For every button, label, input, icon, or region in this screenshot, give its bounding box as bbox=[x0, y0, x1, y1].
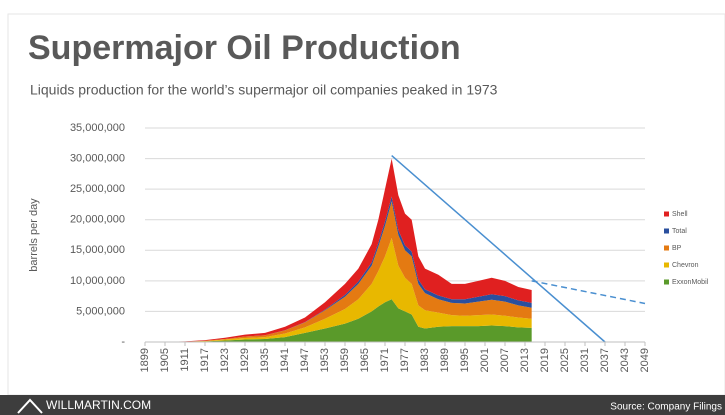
legend-swatch bbox=[664, 279, 669, 285]
area bbox=[145, 299, 532, 342]
y-tick-label: 20,000,000 bbox=[70, 214, 125, 226]
x-tick-label: 2043 bbox=[619, 348, 631, 372]
x-tick-label: 2031 bbox=[579, 348, 591, 372]
trend-line bbox=[391, 154, 606, 343]
x-tick-label: 1965 bbox=[359, 348, 371, 372]
source: Source: Company Filings bbox=[610, 402, 722, 413]
x-tick-label: 1977 bbox=[399, 348, 411, 372]
legend-swatch bbox=[664, 262, 669, 268]
x-tick-label: 2007 bbox=[499, 348, 511, 372]
x-tick-label: 1971 bbox=[379, 348, 391, 372]
y-tick-label: 15,000,000 bbox=[70, 244, 125, 256]
x-tick-label: 2025 bbox=[559, 348, 571, 372]
x-tick-label: 1959 bbox=[339, 348, 351, 372]
legend-swatch bbox=[664, 211, 669, 217]
y-axis-label: barrels per day bbox=[28, 198, 40, 272]
chart-subtitle: Liquids production for the world’s super… bbox=[30, 82, 498, 98]
legend-label: BP bbox=[672, 245, 682, 252]
x-tick-label: 1935 bbox=[259, 348, 271, 372]
area bbox=[145, 238, 532, 342]
x-tick-label: 1905 bbox=[159, 348, 171, 372]
x-tick-label: 1989 bbox=[439, 348, 451, 372]
legend-label: ExxonMobil bbox=[672, 279, 709, 286]
logo-icon bbox=[17, 398, 43, 414]
x-tick-label: 1947 bbox=[299, 348, 311, 372]
footer-bar bbox=[0, 395, 725, 415]
x-tick-label: 1923 bbox=[219, 348, 231, 372]
y-tick-label: 25,000,000 bbox=[70, 183, 125, 195]
x-tick-label: 1917 bbox=[199, 348, 211, 372]
x-tick-label: 2037 bbox=[599, 348, 611, 372]
x-tick-label: 2019 bbox=[539, 348, 551, 372]
x-tick-label: 2001 bbox=[479, 348, 491, 372]
legend-label: Total bbox=[672, 228, 687, 235]
y-tick-label: 35,000,000 bbox=[70, 122, 125, 134]
y-tick-label: 10,000,000 bbox=[70, 275, 125, 287]
x-tick-label: 2049 bbox=[639, 348, 651, 372]
y-tick-label: - bbox=[121, 336, 125, 348]
x-tick-label: 1911 bbox=[179, 348, 191, 372]
legend-swatch bbox=[664, 245, 669, 251]
x-tick-label: 2013 bbox=[519, 348, 531, 372]
x-tick-label: 1983 bbox=[419, 348, 431, 372]
legend-swatch bbox=[664, 228, 669, 234]
x-tick-label: 1941 bbox=[279, 348, 291, 372]
legend-label: Chevron bbox=[672, 262, 699, 269]
y-tick-label: 5,000,000 bbox=[76, 305, 125, 317]
legend-label: Shell bbox=[672, 211, 688, 218]
chart-title: Supermajor Oil Production bbox=[28, 29, 461, 67]
branding: WILLMARTIN.COM bbox=[46, 398, 151, 412]
y-tick-label: 30,000,000 bbox=[70, 152, 125, 164]
area bbox=[145, 201, 532, 342]
x-tick-label: 1899 bbox=[139, 348, 151, 372]
x-tick-label: 1929 bbox=[239, 348, 251, 372]
x-tick-label: 1995 bbox=[459, 348, 471, 372]
x-tick-label: 1953 bbox=[319, 348, 331, 372]
